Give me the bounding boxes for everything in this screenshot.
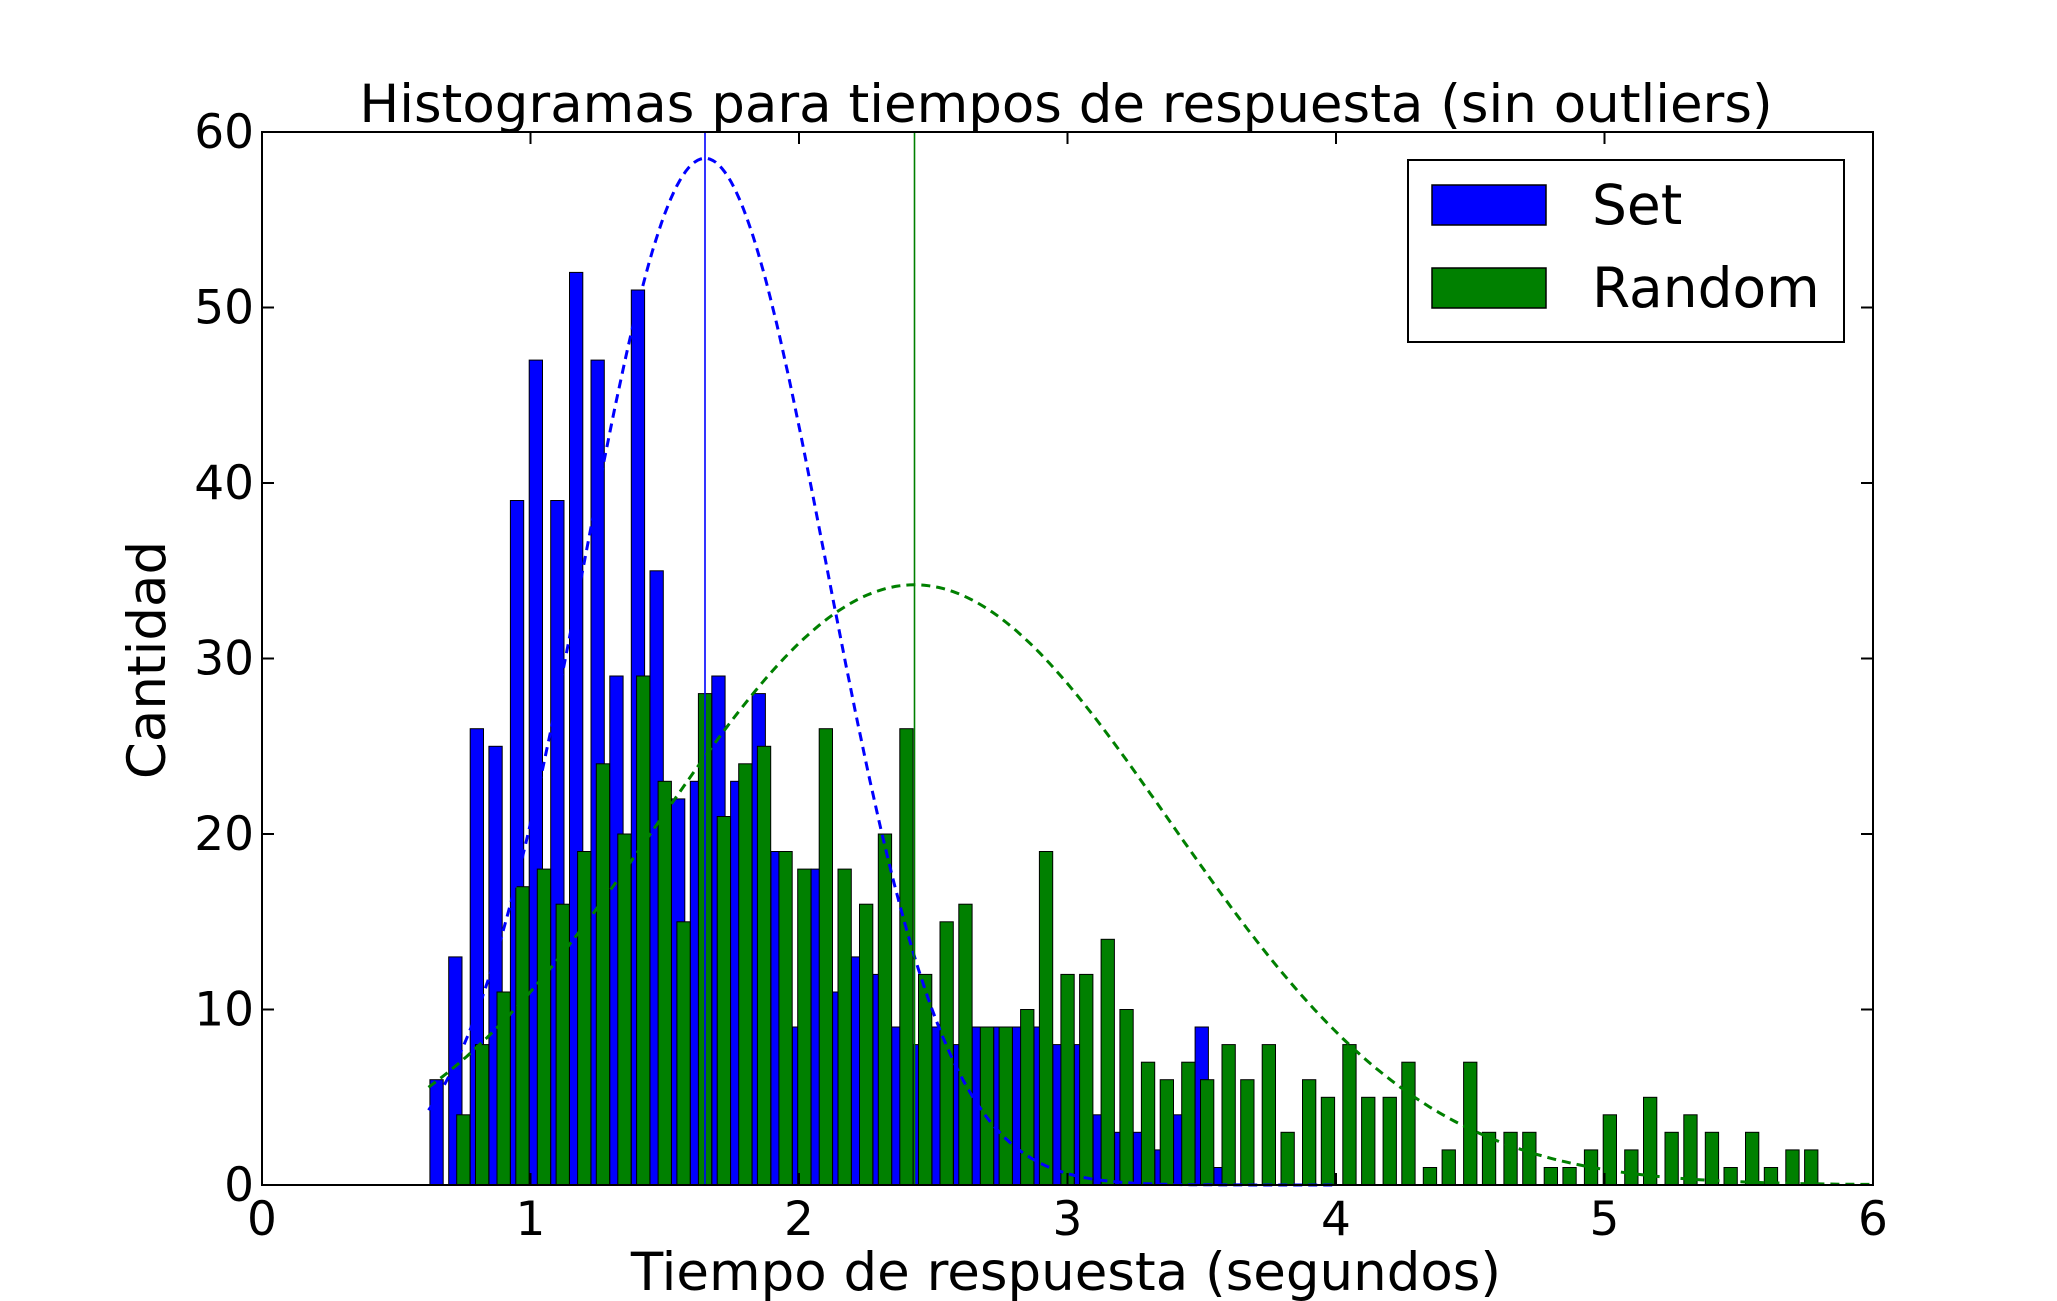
bar-random-41	[1280, 1131, 1295, 1186]
y-tick-label-0: 0	[224, 1158, 254, 1213]
bar-random-34	[1140, 1061, 1156, 1186]
bar-random-38	[1221, 1044, 1236, 1186]
bar-random-66	[1785, 1149, 1800, 1186]
bar-random-26	[979, 1026, 995, 1186]
bar-random-25	[958, 903, 973, 1186]
bar-random-52	[1503, 1131, 1518, 1186]
bar-random-7	[595, 763, 611, 1186]
bar-random-1	[475, 1044, 490, 1186]
bar-random-61	[1683, 1114, 1698, 1186]
bar-random-32	[1100, 938, 1115, 1186]
bar-random-50	[1463, 1061, 1478, 1186]
bar-random-9	[636, 675, 651, 1186]
bar-random-33	[1119, 1009, 1134, 1186]
y-tick-label-1: 10	[194, 983, 254, 1038]
legend: Set Random	[1407, 159, 1845, 343]
bar-random-43	[1320, 1096, 1336, 1186]
bar-random-2	[496, 991, 511, 1186]
x-tick-label-0: 0	[247, 1192, 277, 1247]
fit-curve-set	[427, 156, 1336, 1187]
bar-random-27	[998, 1026, 1013, 1186]
legend-swatch-set	[1431, 184, 1547, 226]
bar-random-8	[617, 833, 632, 1186]
bar-random-18	[818, 728, 834, 1186]
bar-random-40	[1261, 1044, 1276, 1186]
bar-random-22	[899, 728, 914, 1186]
bar-random-14	[738, 763, 753, 1186]
legend-label-random: Random	[1592, 256, 1820, 320]
bar-random-13	[716, 816, 732, 1186]
bar-random-4	[536, 868, 552, 1186]
y-tick-label-2: 20	[194, 807, 254, 862]
bar-random-23	[918, 973, 933, 1186]
x-tick-label-1: 1	[516, 1192, 546, 1247]
bar-random-67	[1804, 1149, 1819, 1186]
bar-random-58	[1624, 1149, 1639, 1186]
bar-random-20	[859, 903, 874, 1186]
x-tick-label-3: 3	[1053, 1192, 1083, 1247]
bar-random-44	[1342, 1044, 1357, 1186]
x-tick-label-2: 2	[784, 1192, 814, 1247]
bar-random-45	[1361, 1096, 1376, 1186]
fit-curve-random	[427, 583, 1874, 1186]
y-tick-label-3: 30	[194, 632, 254, 687]
bar-random-3	[515, 886, 530, 1186]
bar-random-16	[778, 851, 793, 1186]
bar-random-29	[1038, 851, 1054, 1186]
legend-label-set: Set	[1592, 173, 1682, 237]
bar-random-6	[577, 851, 592, 1186]
bar-random-46	[1382, 1096, 1397, 1186]
bar-random-54	[1543, 1167, 1558, 1186]
bar-random-0	[456, 1114, 471, 1186]
bar-random-30	[1060, 973, 1075, 1186]
bars-layer	[429, 271, 1819, 1186]
x-tick-label-5: 5	[1590, 1192, 1620, 1247]
chart-title: Histogramas para tiempos de respuesta (s…	[359, 74, 1772, 135]
x-tick-label-4: 4	[1321, 1192, 1351, 1247]
bar-random-31	[1079, 973, 1094, 1186]
y-axis-title: Cantidad	[117, 541, 178, 779]
fit-curves-layer	[427, 132, 1874, 1187]
bar-random-42	[1302, 1079, 1317, 1186]
y-tick-label-6: 60	[194, 105, 254, 160]
legend-swatch-random	[1431, 267, 1547, 309]
bar-random-15	[756, 745, 772, 1186]
bar-random-48	[1422, 1167, 1438, 1186]
bar-random-64	[1745, 1131, 1760, 1186]
bar-random-47	[1401, 1061, 1416, 1186]
bar-random-39	[1240, 1079, 1255, 1186]
x-tick-label-6: 6	[1858, 1192, 1888, 1247]
bar-random-53	[1522, 1131, 1537, 1186]
bar-random-62	[1704, 1131, 1720, 1186]
bar-random-10	[657, 780, 672, 1186]
bar-random-35	[1159, 1079, 1174, 1186]
bar-random-19	[837, 868, 852, 1186]
bar-random-17	[797, 868, 812, 1186]
y-tick-label-4: 40	[194, 456, 254, 511]
x-axis-title: Tiempo de respuesta (segundos)	[630, 1242, 1501, 1301]
bar-random-36	[1181, 1061, 1196, 1186]
y-tick-label-5: 50	[194, 281, 254, 336]
bar-random-49	[1441, 1149, 1456, 1186]
bar-random-11	[676, 921, 691, 1186]
bar-random-59	[1643, 1096, 1658, 1186]
bar-random-21	[877, 833, 893, 1186]
bar-random-37	[1200, 1079, 1215, 1186]
bar-random-55	[1562, 1167, 1577, 1186]
